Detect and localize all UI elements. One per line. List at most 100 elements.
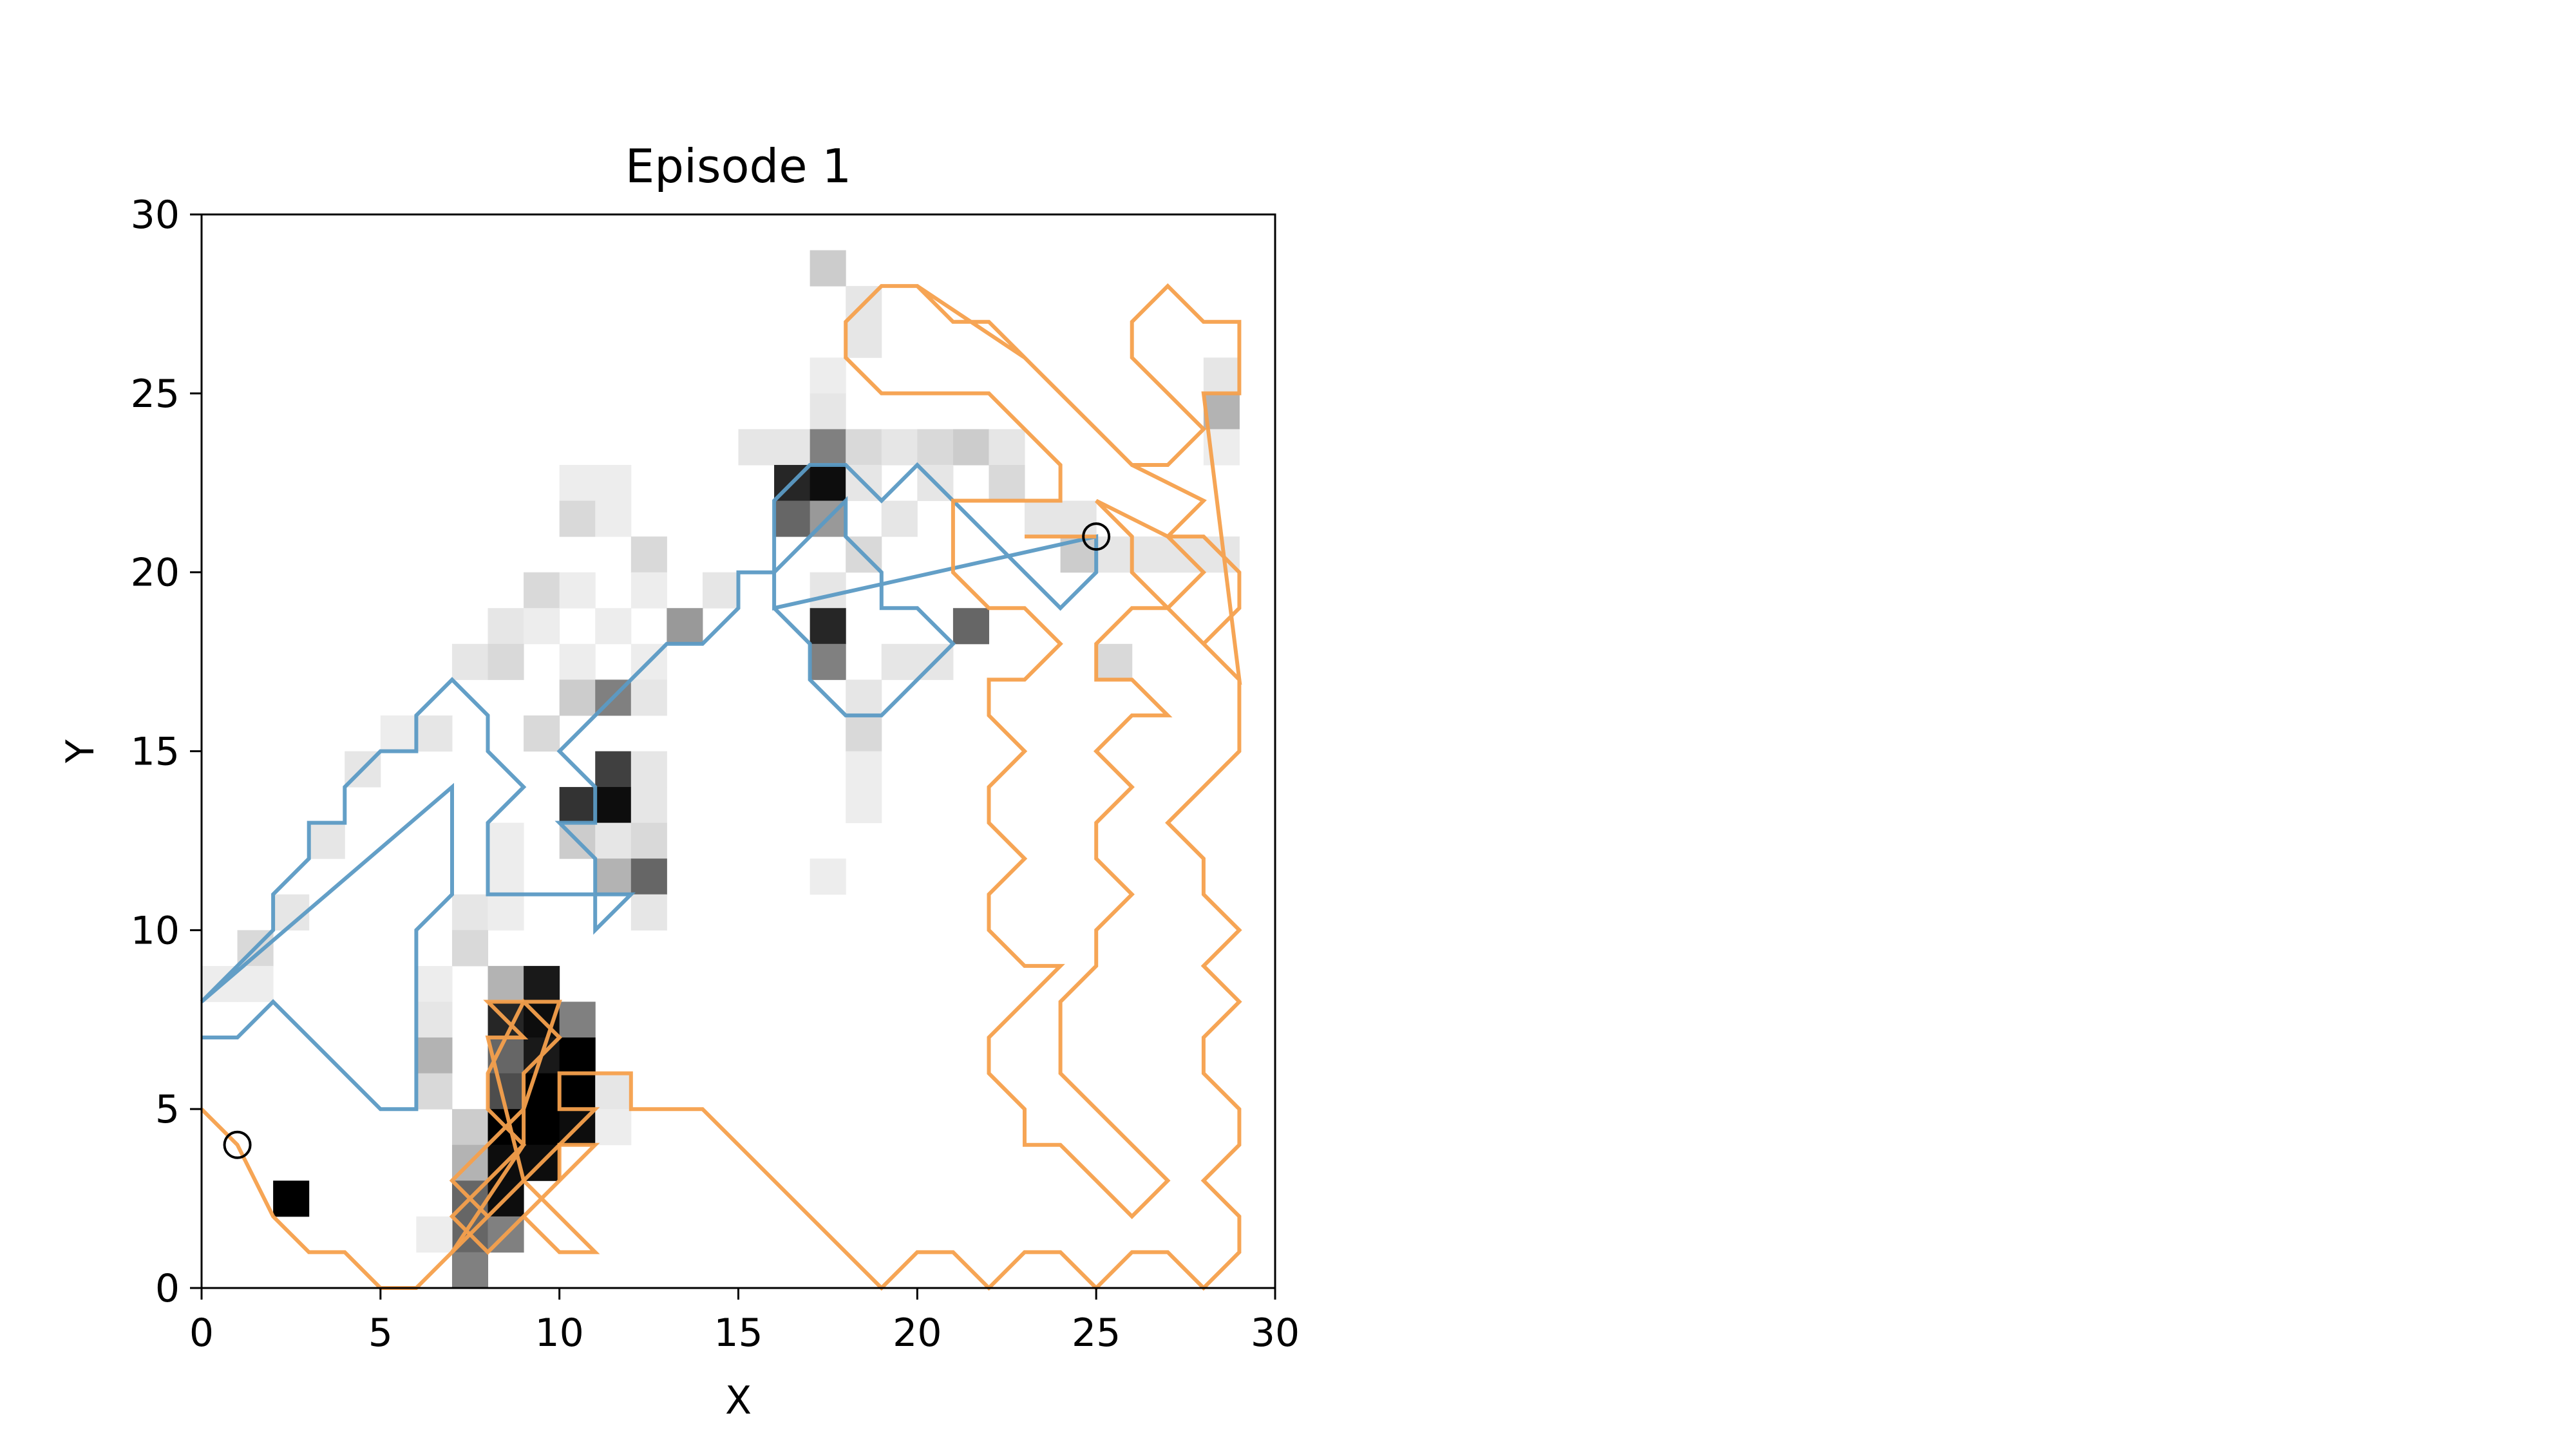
heatmap-cell [416,715,453,752]
x-axis-label: X [725,1378,752,1423]
y-tick-label: 30 [131,193,180,238]
plot-area [200,213,1276,1291]
heatmap-cell [595,822,632,859]
heatmap-cell [810,357,846,394]
heatmap-cell [524,572,560,609]
heatmap-cell [488,965,524,1002]
heatmap-cell [630,822,667,859]
heatmap-cell [630,858,667,895]
heatmap-cell [559,1001,596,1038]
heatmap-cell [630,572,667,609]
heatmap-cell [1203,393,1240,430]
heatmap-cell [595,464,632,502]
heatmap-cell [810,572,846,609]
heatmap-cell [559,1073,596,1110]
x-tick-label: 5 [368,1311,393,1356]
heatmap-cell [595,751,632,788]
heatmap-cell [524,1109,560,1146]
y-tick-label: 25 [131,372,180,417]
heatmap-cell [595,858,632,895]
heatmap-cell [917,429,954,466]
heatmap-cell [881,429,918,466]
x-tick-label: 25 [1072,1311,1121,1356]
y-tick-label: 15 [131,730,180,775]
heatmap-cell [1096,643,1133,680]
heatmap-cell [595,787,632,824]
heatmap-cell [559,643,596,680]
heatmap-cell [1060,500,1097,537]
heatmap-cell [524,608,560,645]
heatmap-cell [989,464,1025,502]
heatmap-cell [451,1109,489,1146]
heatmap-cell [810,464,846,502]
heatmap-cell [846,751,882,788]
heatmap-cell [416,1216,453,1253]
heatmap-cell [846,679,882,716]
heatmap-cell [595,500,632,537]
heatmap-cell [451,894,489,931]
heatmap-cell [667,608,703,645]
y-tick-label: 5 [155,1087,180,1132]
heatmap-cell [846,429,882,466]
heatmap-cell [416,965,453,1002]
heatmap-cell [524,715,560,752]
heatmap-cell [881,500,918,537]
heatmap-cell [810,858,846,895]
y-tick-label: 0 [155,1266,180,1311]
heatmap-cell [416,1037,453,1074]
heatmap-cell [559,1037,596,1074]
heatmap-cell [989,429,1025,466]
x-tick-label: 30 [1251,1311,1300,1356]
blue-trajectory [200,462,1099,1112]
heatmap-cell [810,643,846,680]
orange-trajectory [200,283,1242,1291]
heatmap-cell [702,572,739,609]
heatmap-cell [488,894,524,931]
heatmap-cell [810,250,846,287]
x-tick-label: 0 [189,1311,214,1356]
heatmap-cell [559,500,596,537]
heatmap-cell [595,608,632,645]
heatmap-cell [451,930,489,967]
heatmap-cell [451,1252,489,1289]
heatmap-cell [559,464,596,502]
y-axis-label: Y [58,739,103,764]
heatmap-cell [846,787,882,824]
heatmap-cell [1025,500,1061,537]
heatmap-cell [952,608,989,645]
heatmap-cell [416,1073,453,1110]
ticks-layer: 0 5 10 15 20 25 30 0 5 10 15 20 25 30 [131,193,1300,1356]
heatmap-cell [630,536,667,573]
heatmap-cell [630,787,667,824]
heatmap-cell [1203,357,1240,394]
heatmap-cell [630,751,667,788]
marker-layer [223,522,1111,1159]
heatmap-cell [1132,536,1168,573]
heatmap-cell [630,894,667,931]
heatmap-cell [774,429,811,466]
heatmap-cell [488,643,524,680]
heatmap-cell [524,965,560,1002]
heatmap-cell [488,858,524,895]
heatmap-cell [774,500,811,537]
heatmap-cell [630,679,667,716]
heatmap-cell [846,321,882,358]
heatmap-cell [451,643,489,680]
heatmap-cell [738,429,775,466]
start-marker [223,1130,252,1159]
heatmap-cell [488,822,524,859]
heatmap-cell [595,1109,632,1146]
heatmap-cell [952,429,989,466]
heatmap-cell [881,643,918,680]
chart-title: Episode 1 [625,139,851,193]
heatmap-cell [810,608,846,645]
heatmap-cell [237,965,274,1002]
heatmap-cell [595,1073,632,1110]
x-tick-label: 10 [535,1311,583,1356]
heatmap-cell [308,822,345,859]
heatmap-cell [846,715,882,752]
heatmap-cell [559,787,596,824]
heatmap-cell [559,679,596,716]
heatmap-cell [273,1180,310,1217]
y-tick-label: 10 [131,908,180,953]
